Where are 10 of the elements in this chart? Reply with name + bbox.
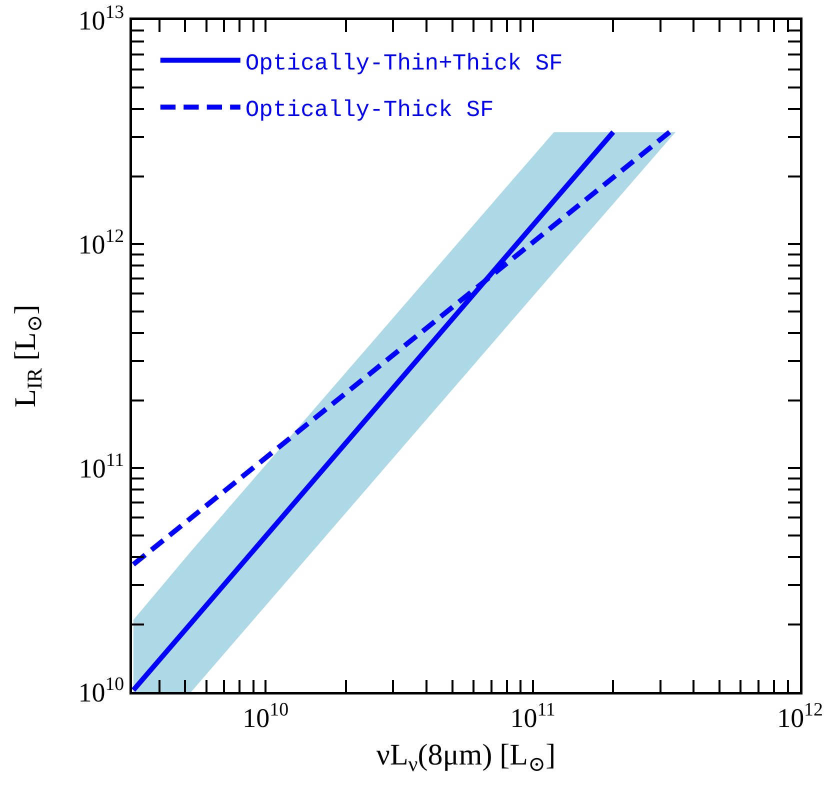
x-tick-label: 10$^{10}$	[242, 700, 289, 733]
y-tick-label: 10$^{11}$	[78, 450, 124, 484]
y-tick-label: 10$^{12}$	[78, 226, 124, 260]
x-tick-label: 10$^{12}$	[777, 700, 823, 733]
x-axis-title: νL$_{ν}$(8μm) [L$_{⊙}$]	[376, 738, 556, 776]
legend-label: Optically-Thick SF	[245, 97, 494, 124]
legend-label: Optically-Thin+Thick SF	[245, 50, 563, 76]
x-tick-label: 10$^{11}$	[510, 700, 556, 733]
y-tick-label: 10$^{13}$	[78, 2, 124, 36]
y-tick-label: 10$^{10}$	[78, 674, 124, 708]
